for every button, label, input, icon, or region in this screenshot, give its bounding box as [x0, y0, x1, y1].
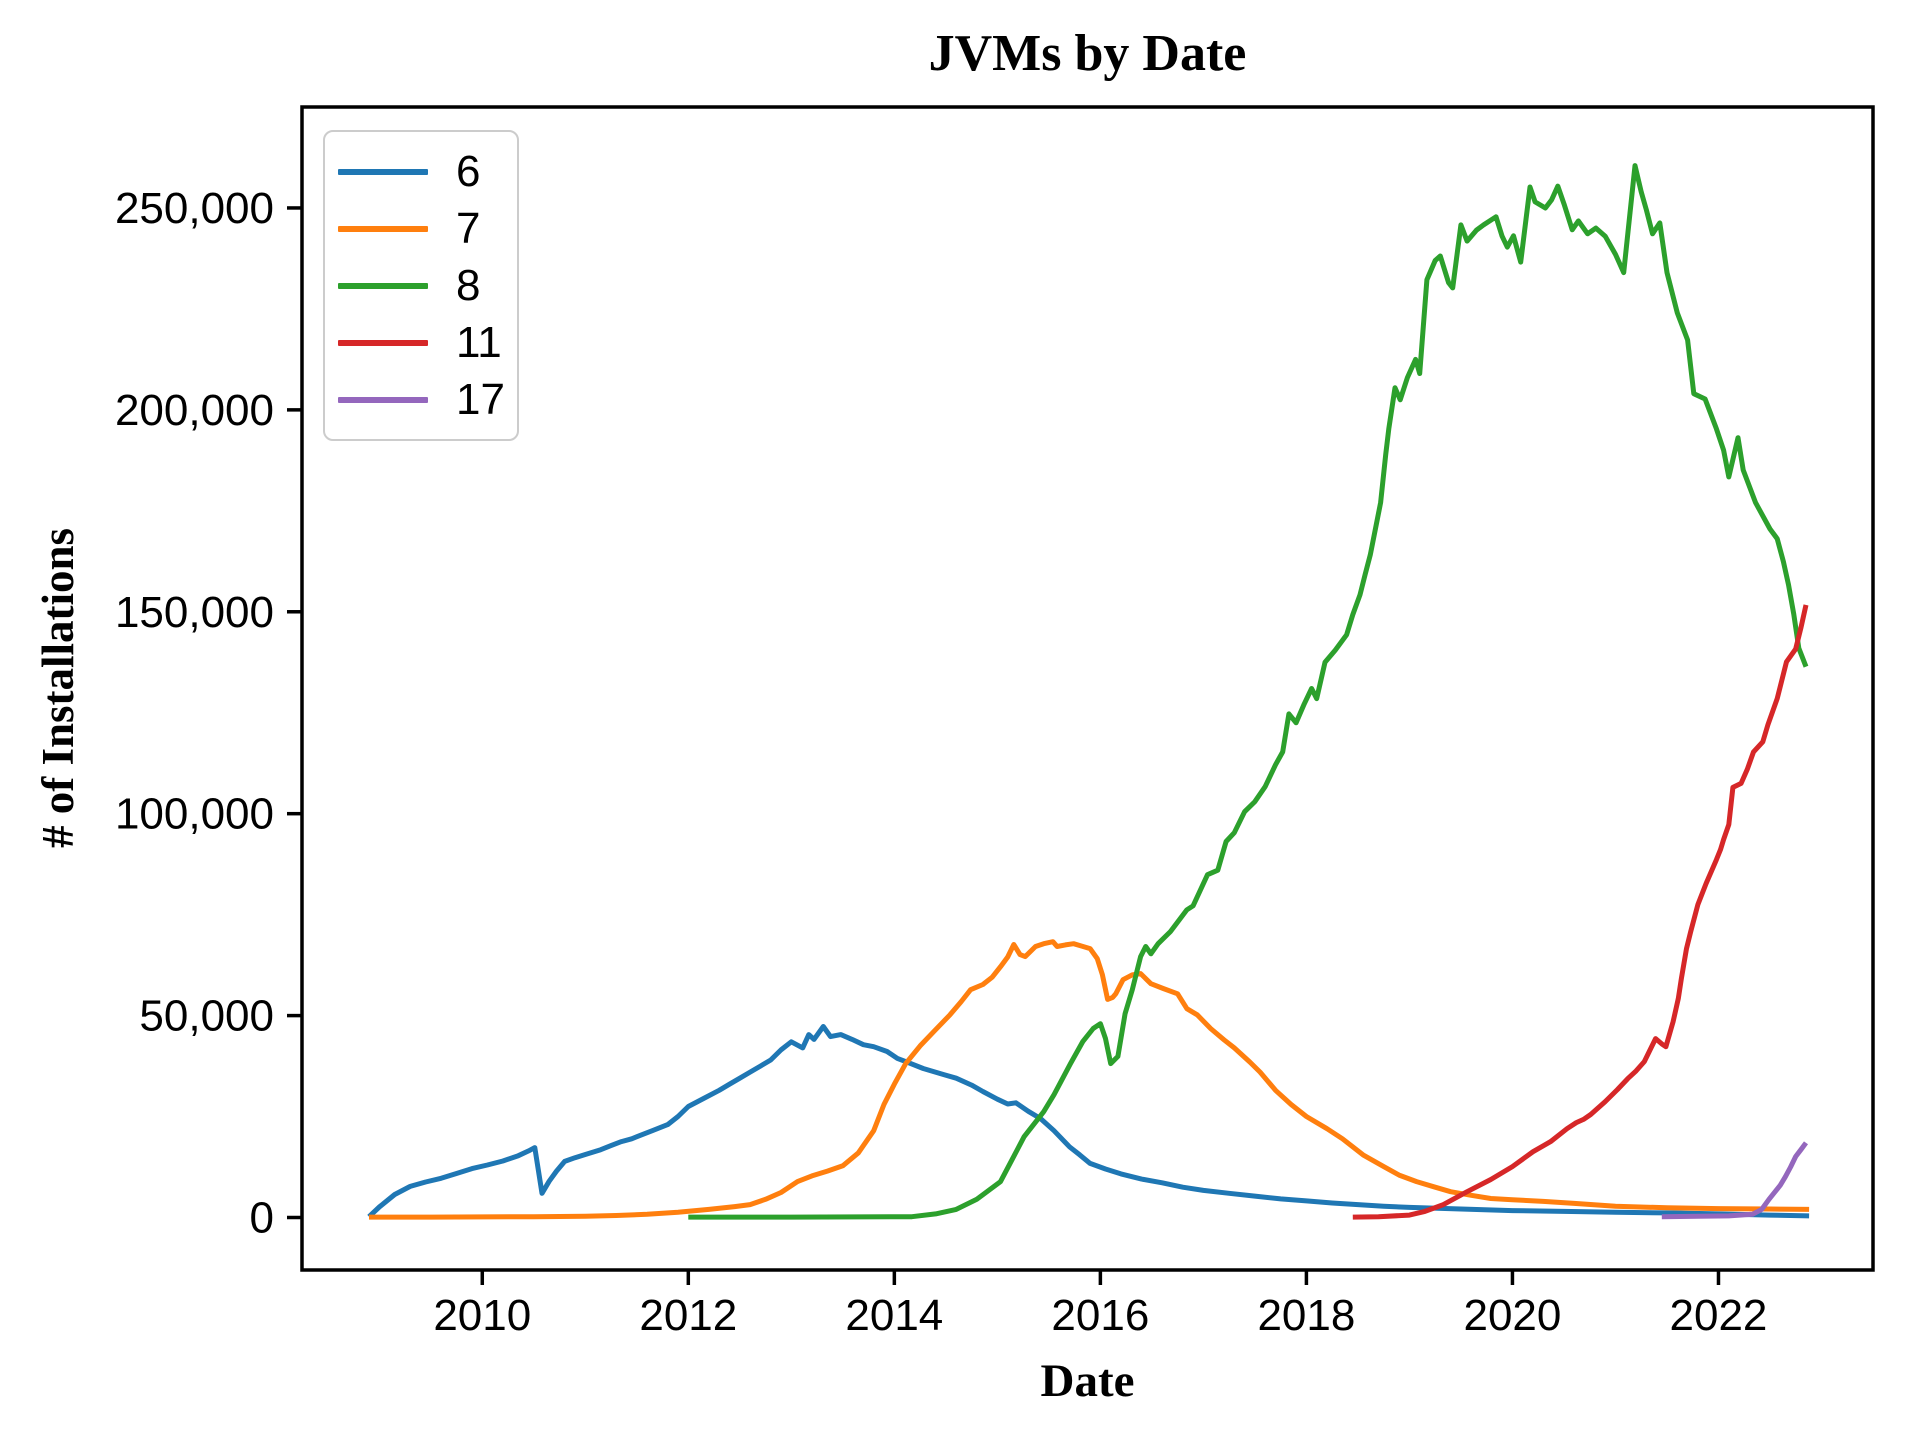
legend-item-7: 7	[338, 200, 517, 257]
chart-title: JVMs by Date	[928, 25, 1247, 82]
x-tick-label-2016: 2016	[1051, 1291, 1149, 1340]
legend-swatch-6	[338, 168, 428, 175]
y-tick-label-200,000: 200,000	[115, 386, 274, 435]
y-axis-label: # of Installations	[33, 527, 83, 849]
series-line-7	[369, 939, 1810, 1220]
x-tick-label-2020: 2020	[1463, 1291, 1561, 1340]
legend-item-6: 6	[338, 143, 517, 200]
y-tick-label-0: 0	[250, 1194, 274, 1243]
series-line-6	[367, 1024, 1810, 1219]
legend-item-8: 8	[338, 257, 517, 314]
legend-swatch-17	[338, 396, 428, 403]
x-tick-label-2014: 2014	[845, 1291, 943, 1340]
y-tick-label-50,000: 50,000	[139, 992, 274, 1041]
series-line-17	[1661, 1141, 1809, 1220]
y-tick-label-100,000: 100,000	[115, 790, 274, 839]
plot-frame	[300, 105, 1875, 1272]
legend-label-17: 17	[456, 374, 505, 424]
legend-label-11: 11	[456, 317, 502, 367]
legend-label-7: 7	[456, 203, 481, 253]
legend-swatch-11	[338, 339, 428, 346]
y-tick-label-250,000: 250,000	[115, 184, 274, 233]
x-axis-label: Date	[1040, 1355, 1135, 1407]
x-tick-label-2018: 2018	[1257, 1291, 1355, 1340]
x-tick-label-2022: 2022	[1670, 1291, 1768, 1340]
legend-swatch-8	[338, 282, 428, 289]
x-tick-label-2010: 2010	[433, 1291, 531, 1340]
legend-swatch-7	[338, 225, 428, 232]
legend-item-11: 11	[338, 314, 517, 371]
y-tick-label-150,000: 150,000	[115, 588, 274, 637]
legend: 6 7 8 11 17	[323, 130, 519, 441]
series-line-8	[688, 163, 1809, 1220]
series-line-11	[1352, 604, 1809, 1220]
legend-label-6: 6	[456, 146, 481, 196]
legend-label-8: 8	[456, 260, 481, 310]
x-tick-label-2012: 2012	[639, 1291, 737, 1340]
legend-item-17: 17	[338, 371, 517, 428]
